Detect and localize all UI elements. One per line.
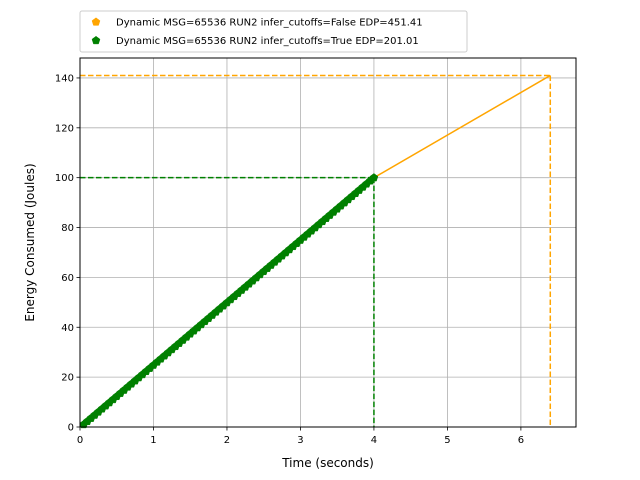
x-tick-label: 1 xyxy=(150,435,156,446)
data-point xyxy=(369,173,379,182)
y-tick-label: 60 xyxy=(61,273,74,284)
y-tick-label: 100 xyxy=(55,173,74,184)
legend-label: Dynamic MSG=65536 RUN2 infer_cutoffs=Tru… xyxy=(116,36,419,47)
y-tick-label: 120 xyxy=(55,123,74,134)
y-tick-label: 20 xyxy=(61,373,74,384)
plot-frame xyxy=(79,57,577,428)
series-layer xyxy=(79,74,552,429)
y-tick-label: 140 xyxy=(55,73,74,84)
legend-marker xyxy=(91,35,101,45)
x-tick-label: 5 xyxy=(444,435,450,446)
y-axis-label: Energy Consumed (Joules) xyxy=(23,163,37,321)
grid xyxy=(79,58,576,428)
x-tick-label: 3 xyxy=(297,435,303,446)
x-tick-label: 0 xyxy=(77,435,83,446)
legend-label: Dynamic MSG=65536 RUN2 infer_cutoffs=Fal… xyxy=(116,18,423,29)
x-tick-label: 2 xyxy=(224,435,230,446)
legend: Dynamic MSG=65536 RUN2 infer_cutoffs=Fal… xyxy=(79,10,468,53)
x-axis-label: Time (seconds) xyxy=(281,456,374,470)
legend-box xyxy=(79,10,468,53)
y-tick-label: 40 xyxy=(61,323,74,334)
x-tick-label: 6 xyxy=(518,435,524,446)
series-line xyxy=(373,74,551,179)
y-tick-label: 0 xyxy=(68,423,74,434)
legend-marker xyxy=(91,17,101,26)
x-tick-label: 4 xyxy=(371,435,377,446)
y-tick-label: 80 xyxy=(61,223,74,234)
